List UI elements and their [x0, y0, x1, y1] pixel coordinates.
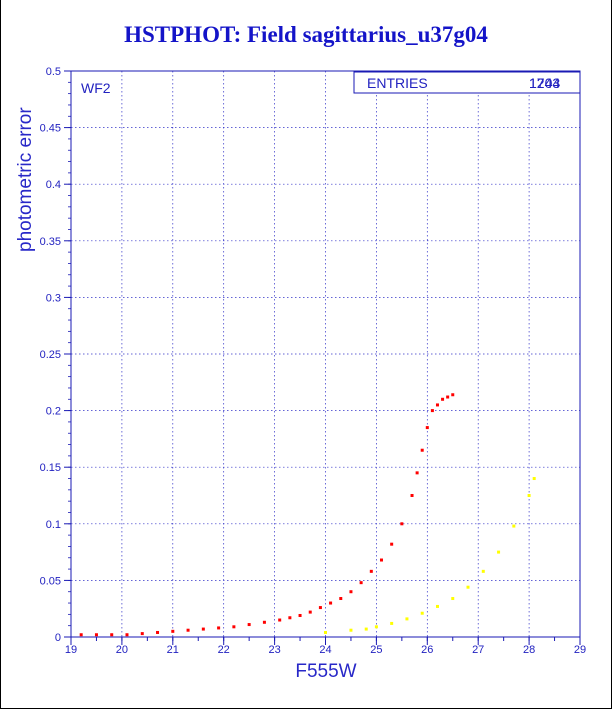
data-point: [390, 621, 394, 625]
data-point: [481, 569, 485, 573]
data-point: [379, 558, 383, 562]
data-point: [308, 610, 312, 614]
grid: [71, 71, 580, 637]
data-point: [405, 617, 409, 621]
x-tick-label: 28: [523, 644, 535, 656]
data-point: [466, 585, 470, 589]
data-point: [156, 630, 160, 634]
data-point: [435, 403, 439, 407]
data-point: [339, 597, 343, 601]
x-tick-label: 23: [268, 644, 280, 656]
data-point: [369, 569, 373, 573]
data-points: [79, 393, 536, 637]
y-tick-label: 0: [55, 632, 61, 644]
x-tick-label: 20: [116, 644, 128, 656]
y-tick-label: 0.2: [46, 406, 61, 418]
data-point: [420, 448, 424, 452]
x-tick-label: 21: [167, 644, 179, 656]
stats-entries-value-1: 1204: [529, 75, 560, 91]
x-tick-label: 22: [218, 644, 230, 656]
data-point: [441, 397, 445, 401]
x-tick-label: 19: [65, 644, 77, 656]
y-tick-label: 0.4: [46, 179, 61, 191]
data-point: [186, 628, 190, 632]
axis-ticks: 19 20 21 22 23 24 25 26 27 28 29 0 0.05 0.1 0.15 0.2 0.2…: [40, 66, 587, 656]
data-point: [532, 477, 536, 481]
stats-box: ENTRIES 1204 1743: [353, 71, 581, 94]
data-point: [262, 620, 266, 624]
y-tick-label: 0.45: [40, 123, 61, 135]
data-point: [410, 494, 414, 497]
data-point: [324, 630, 327, 634]
data-point: [359, 581, 363, 585]
data-point: [415, 471, 419, 475]
y-axis-title: photometric error: [15, 107, 36, 252]
data-point: [497, 550, 501, 554]
data-point: [298, 613, 302, 617]
stats-entries-label: ENTRIES: [367, 75, 428, 91]
y-tick-label: 0.1: [46, 519, 61, 531]
data-point: [451, 393, 455, 397]
y-tick-label: 0.5: [46, 66, 61, 78]
data-point: [349, 590, 353, 594]
data-point: [430, 409, 434, 413]
data-point: [446, 395, 450, 399]
data-point: [125, 633, 129, 637]
y-tick-label: 0.25: [40, 349, 61, 361]
data-point: [527, 494, 531, 497]
data-point: [451, 597, 455, 601]
x-tick-label: 29: [574, 644, 586, 656]
data-point: [364, 627, 368, 631]
data-point: [512, 524, 516, 528]
data-point: [110, 633, 114, 637]
data-point: [171, 629, 175, 633]
data-point: [435, 604, 439, 608]
data-point: [420, 611, 424, 615]
data-point: [247, 623, 251, 627]
x-tick-label: 24: [319, 644, 331, 656]
data-point: [390, 542, 394, 546]
y-tick-label: 0.35: [40, 236, 61, 248]
data-point: [425, 426, 429, 430]
x-axis-title: F555W: [295, 661, 356, 682]
x-tick-label: 25: [370, 644, 382, 656]
data-point: [288, 616, 292, 620]
y-tick-label: 0.15: [40, 462, 61, 474]
data-point: [318, 606, 322, 610]
chart-title: HSTPHOT: Field sagittarius_u37g04: [124, 22, 488, 47]
x-tick-label: 26: [421, 644, 433, 656]
stats-box-frame: [353, 71, 581, 94]
data-point: [201, 627, 205, 631]
data-point: [79, 633, 83, 637]
data-point: [349, 628, 353, 632]
stats-entries-value-2: 1743: [529, 75, 560, 91]
data-point: [400, 522, 404, 526]
data-point: [217, 626, 221, 630]
data-point: [140, 632, 144, 636]
y-tick-label: 0.05: [40, 575, 61, 587]
x-tick-label: 27: [472, 644, 484, 656]
data-point: [94, 633, 98, 637]
data-point: [278, 618, 282, 622]
chip-label: WF2: [81, 80, 111, 96]
data-point: [329, 601, 333, 605]
y-tick-label: 0.3: [46, 292, 61, 304]
data-point: [232, 625, 236, 629]
data-point: [374, 625, 378, 629]
